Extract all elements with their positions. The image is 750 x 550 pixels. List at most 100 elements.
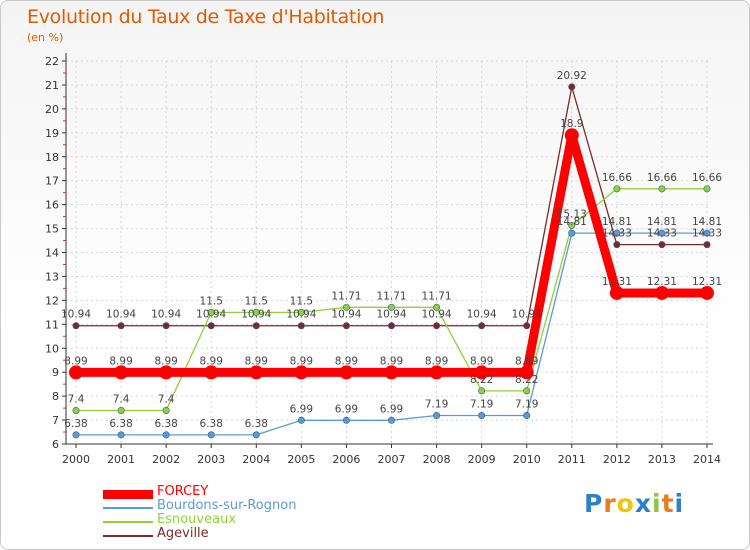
data-point-ageville	[433, 322, 441, 330]
data-point-forcey	[519, 365, 534, 380]
data-point-forcey	[204, 365, 219, 380]
proxiti-logo: Proxiti	[584, 489, 684, 518]
data-point-bourdons-sur-rognon	[72, 431, 80, 439]
data-label-ageville: 14.33	[692, 228, 722, 240]
data-label-bourdons-sur-rognon: 6.38	[154, 418, 177, 430]
data-label-bourdons-sur-rognon: 6.99	[380, 403, 403, 415]
data-label-bourdons-sur-rognon: 6.38	[245, 418, 268, 430]
y-tick-label: 9	[52, 366, 59, 379]
data-point-ageville	[387, 322, 395, 330]
data-point-esnouveaux	[478, 387, 486, 395]
data-point-esnouveaux	[207, 308, 215, 316]
data-label-forcey: 12.31	[647, 276, 677, 288]
data-point-forcey	[114, 365, 129, 380]
data-point-ageville	[342, 322, 350, 330]
legend-item-forcey: FORCEY	[103, 484, 403, 501]
data-label-ageville: 10.94	[331, 309, 361, 321]
data-label-forcey: 18.9	[560, 118, 583, 130]
data-point-esnouveaux	[523, 387, 531, 395]
data-label-forcey: 8.99	[109, 355, 132, 367]
x-tick-label: 2010	[513, 453, 541, 466]
data-point-esnouveaux	[568, 221, 576, 229]
data-label-ageville: 10.94	[196, 309, 226, 321]
x-tick-label: 2005	[287, 453, 315, 466]
legend-label: Esnouveaux	[157, 512, 237, 527]
data-label-bourdons-sur-rognon: 14.81	[602, 216, 632, 228]
legend-swatch	[103, 535, 153, 537]
data-point-forcey	[474, 365, 489, 380]
x-tick-label: 2012	[603, 453, 631, 466]
data-point-ageville	[523, 322, 531, 330]
data-point-bourdons-sur-rognon	[117, 431, 125, 439]
data-point-forcey	[159, 365, 174, 380]
data-point-forcey	[384, 365, 399, 380]
data-point-ageville	[703, 241, 711, 249]
data-point-esnouveaux	[117, 406, 125, 414]
y-tick-label: 7	[52, 414, 59, 427]
y-tick-label: 18	[45, 151, 59, 164]
chart-title: Evolution du Taux de Taxe d'Habitation	[27, 6, 385, 28]
data-label-esnouveaux: 11.5	[290, 295, 313, 307]
x-tick-label: 2008	[423, 453, 451, 466]
y-tick-label: 15	[45, 223, 59, 236]
data-point-ageville	[162, 322, 170, 330]
data-label-ageville: 10.94	[151, 309, 181, 321]
data-label-esnouveaux: 11.71	[376, 290, 406, 302]
data-point-esnouveaux	[297, 308, 305, 316]
legend-label: Ageville	[157, 526, 209, 541]
data-label-forcey: 8.99	[290, 355, 313, 367]
data-point-esnouveaux	[162, 406, 170, 414]
grid-layer	[66, 60, 709, 445]
x-tick-label: 2009	[468, 453, 496, 466]
data-point-bourdons-sur-rognon	[658, 229, 666, 237]
data-point-bourdons-sur-rognon	[297, 416, 305, 424]
data-label-forcey: 8.99	[380, 355, 403, 367]
data-point-esnouveaux	[613, 185, 621, 193]
data-point-forcey	[609, 285, 624, 300]
data-point-esnouveaux	[433, 303, 441, 311]
data-label-esnouveaux: 8.22	[515, 374, 538, 386]
legend-swatch	[103, 521, 153, 523]
data-label-esnouveaux: 11.71	[331, 290, 361, 302]
data-point-bourdons-sur-rognon	[162, 431, 170, 439]
logo-letter: t	[661, 489, 675, 518]
data-label-bourdons-sur-rognon: 14.81	[647, 216, 677, 228]
data-point-ageville	[117, 322, 125, 330]
y-tick-label: 16	[45, 199, 59, 212]
data-point-esnouveaux	[72, 406, 80, 414]
data-point-forcey	[429, 365, 444, 380]
data-point-forcey	[564, 128, 579, 143]
data-label-esnouveaux: 11.71	[422, 290, 452, 302]
data-label-esnouveaux: 8.22	[470, 374, 493, 386]
data-point-ageville	[478, 322, 486, 330]
data-point-forcey	[249, 365, 264, 380]
data-label-esnouveaux: 16.66	[647, 172, 677, 184]
data-point-esnouveaux	[703, 185, 711, 193]
x-tick-label: 2006	[332, 453, 360, 466]
data-point-esnouveaux	[252, 308, 260, 316]
data-label-esnouveaux: 7.4	[113, 393, 130, 405]
legend-label: Bourdons-sur-Rognon	[157, 498, 297, 513]
y-tick-label: 14	[45, 247, 59, 260]
data-point-ageville	[613, 241, 621, 249]
data-point-forcey	[339, 365, 354, 380]
data-label-ageville: 10.94	[241, 309, 271, 321]
data-label-bourdons-sur-rognon: 14.81	[692, 216, 722, 228]
x-tick-label: 2002	[152, 453, 180, 466]
data-point-bourdons-sur-rognon	[478, 412, 486, 420]
data-label-esnouveaux: 7.4	[68, 393, 85, 405]
data-point-esnouveaux	[342, 303, 350, 311]
data-label-bourdons-sur-rognon: 7.19	[515, 399, 538, 411]
x-tick-label: 2014	[693, 453, 721, 466]
data-point-bourdons-sur-rognon	[433, 412, 441, 420]
legend-item-esnouveaux: Esnouveaux	[103, 512, 403, 529]
data-label-layer: 10.94 10.94 10.94 10.94 10.94 10.94 10.94 10.94…	[61, 70, 722, 430]
y-tick-label: 11	[45, 318, 59, 331]
data-label-forcey: 8.99	[245, 355, 268, 367]
data-label-forcey: 8.99	[64, 355, 87, 367]
data-label-bourdons-sur-rognon: 6.99	[290, 403, 313, 415]
data-label-bourdons-sur-rognon: 6.38	[200, 418, 223, 430]
series-layer	[69, 83, 714, 439]
data-point-ageville	[252, 322, 260, 330]
